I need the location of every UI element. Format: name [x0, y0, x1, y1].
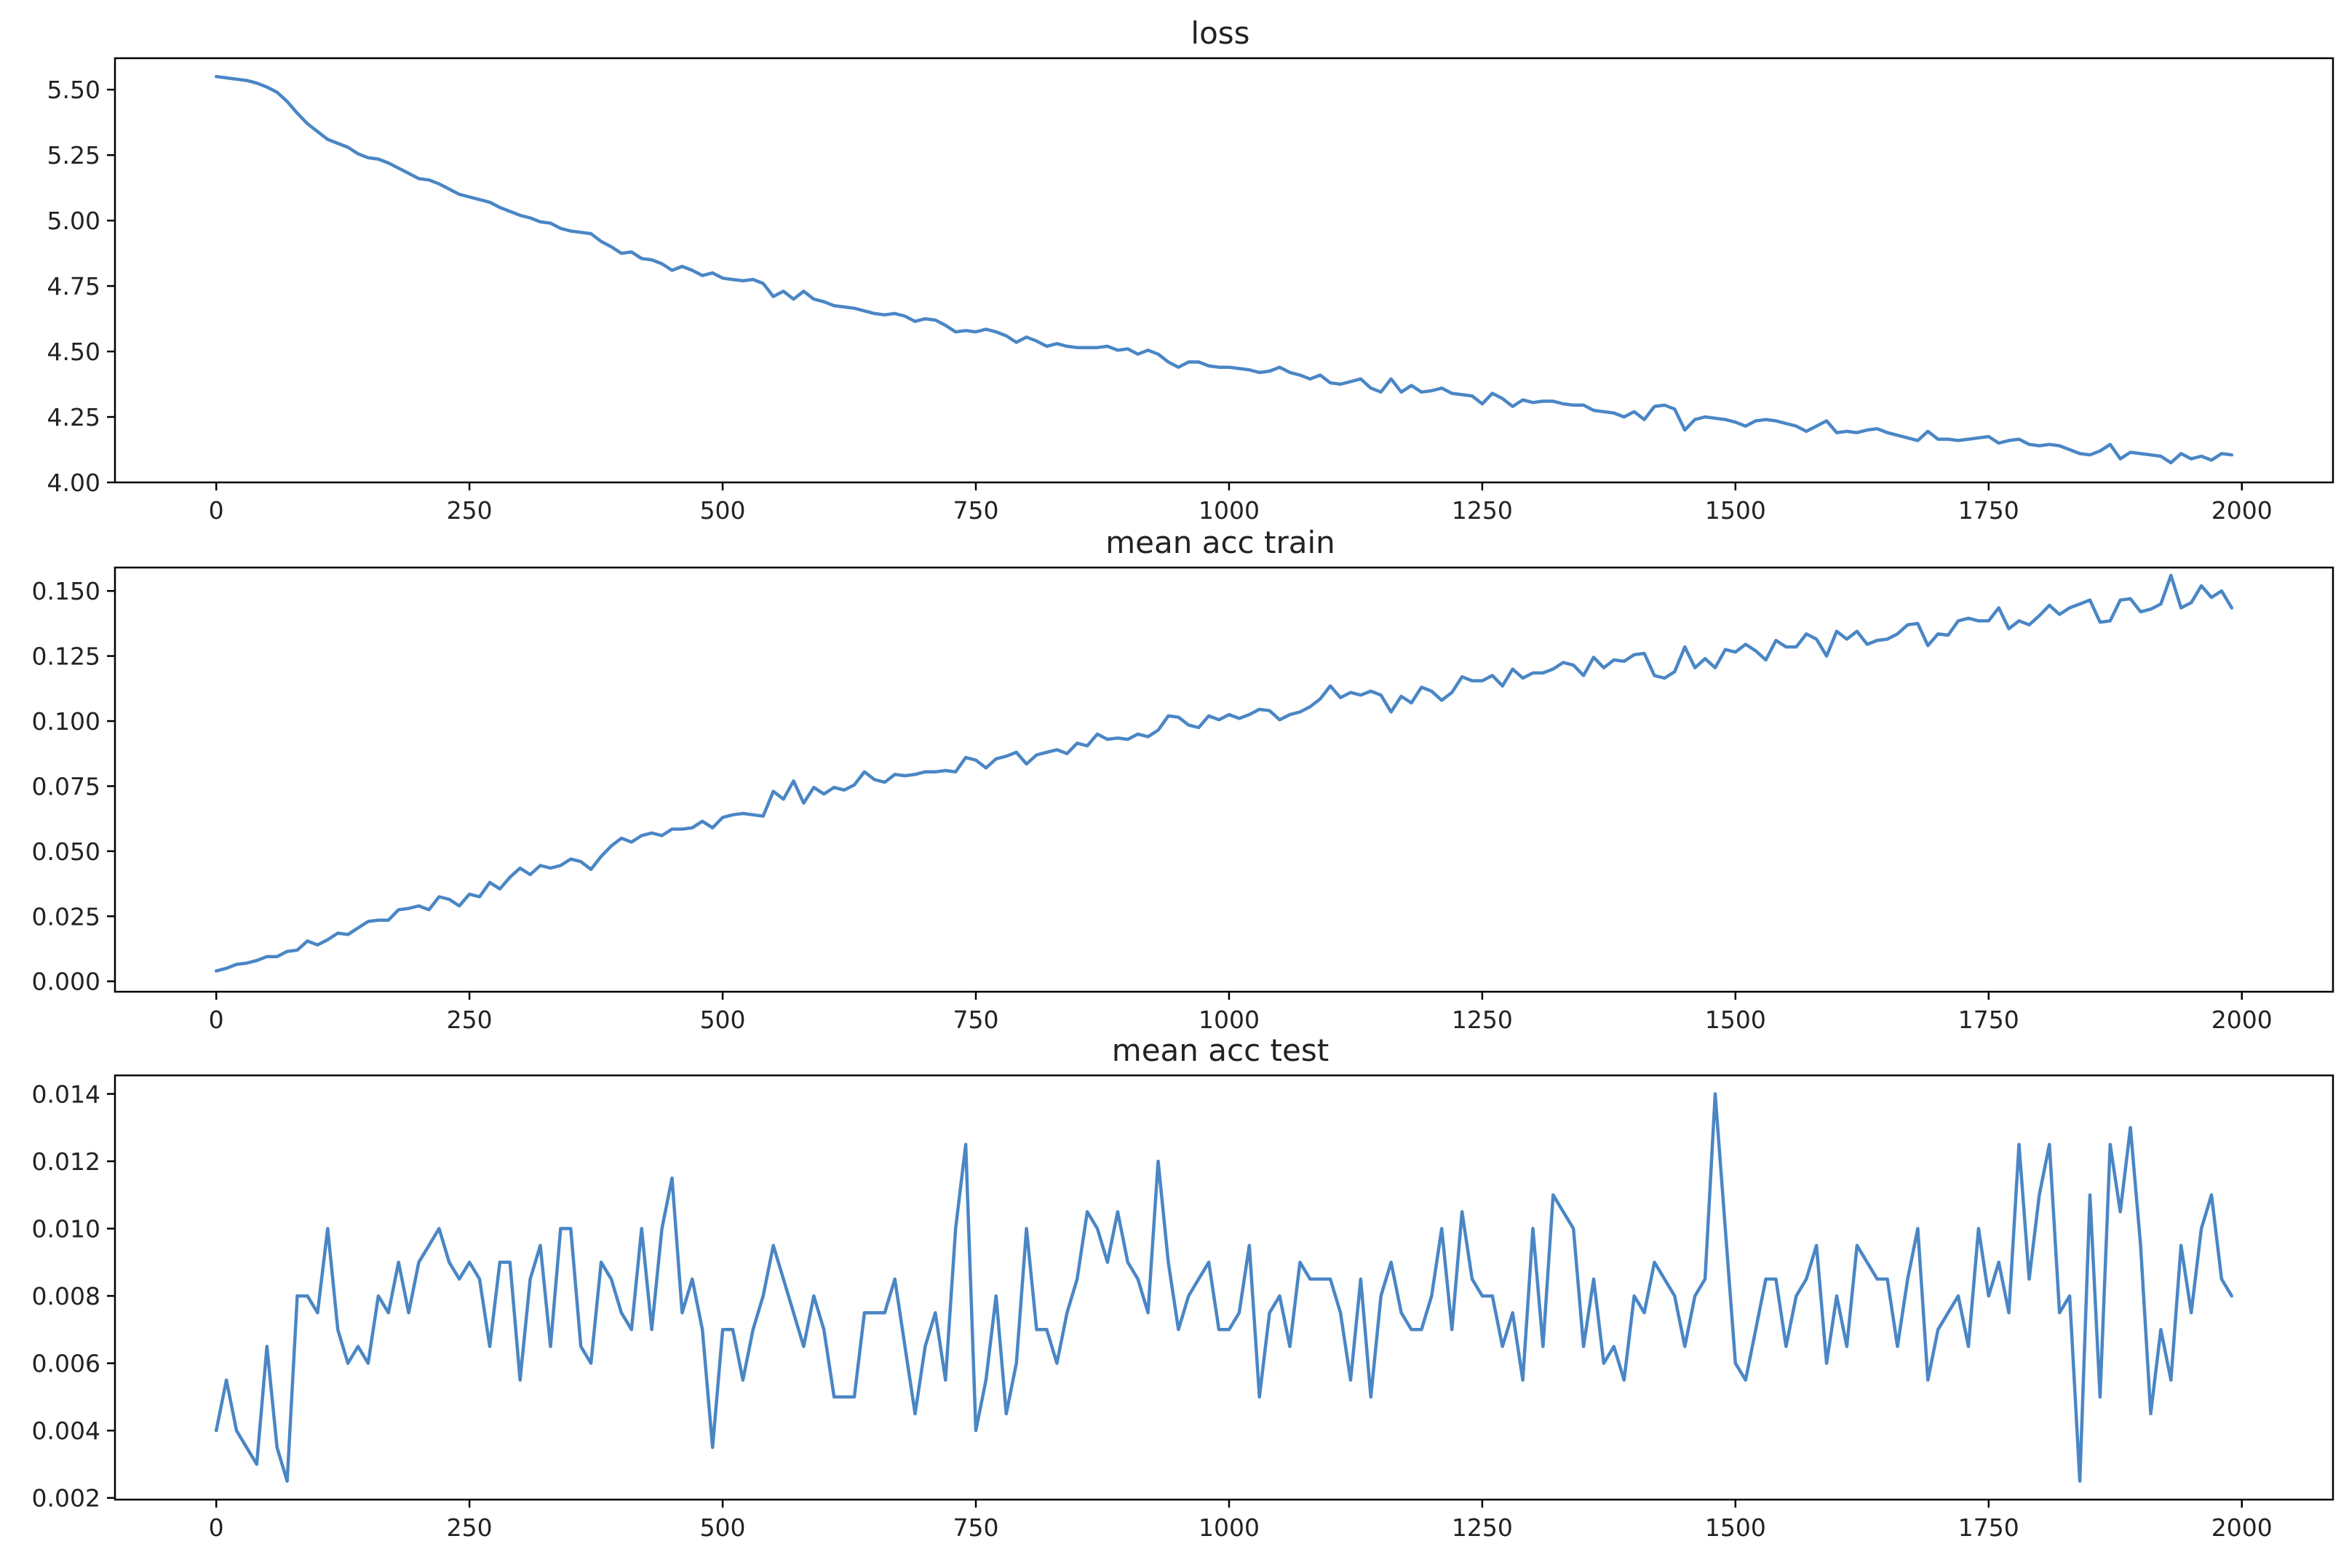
- y-tick-label: 0.000: [32, 968, 100, 996]
- y-tick-label: 0.008: [32, 1282, 100, 1310]
- series-line: [214, 1092, 2234, 1483]
- y-tick-label: 0.004: [32, 1417, 100, 1445]
- x-tick-label: 1500: [1705, 496, 1766, 525]
- chart-title: mean acc test: [1112, 1032, 1329, 1068]
- x-tick-label: 750: [953, 1006, 999, 1034]
- mean-acc-test-chart: mean acc test 0 250 500 750 1000 1250 1500 1750…: [32, 1032, 2334, 1542]
- x-tick-label: 500: [700, 1006, 746, 1034]
- x-tick-label: 1500: [1705, 1006, 1766, 1034]
- x-tick-label: 250: [447, 1006, 493, 1034]
- y-tick-label: 0.075: [32, 772, 100, 800]
- x-tick-label: 1250: [1452, 496, 1513, 525]
- y-tick-label: 4.00: [47, 469, 100, 497]
- y-tick-label: 0.025: [32, 902, 100, 931]
- x-tick-label: 0: [209, 1513, 224, 1542]
- x-tick-label: 1000: [1199, 1006, 1260, 1034]
- x-tick-label: 500: [700, 496, 746, 525]
- x-tick-label: 1750: [1958, 496, 2019, 525]
- x-tick-label: 1250: [1452, 1513, 1513, 1542]
- x-tick-label: 1500: [1705, 1513, 1766, 1542]
- x-tick-label: 2000: [2211, 496, 2273, 525]
- y-tick-label: 0.125: [32, 642, 100, 671]
- y-tick-label: 4.25: [47, 403, 100, 431]
- x-tick-label: 250: [447, 496, 493, 525]
- y-tick-label: 0.012: [32, 1147, 100, 1176]
- x-tick-label: 0: [209, 496, 224, 525]
- x-tick-label: 1250: [1452, 1006, 1513, 1034]
- y-tick-label: 0.010: [32, 1215, 100, 1243]
- x-tick-label: 2000: [2211, 1513, 2273, 1542]
- y-tick-label: 4.75: [47, 272, 100, 301]
- chart-title: loss: [1191, 15, 1249, 51]
- x-tick-label: 750: [953, 496, 999, 525]
- x-tick-label: 2000: [2211, 1006, 2273, 1034]
- y-tick-label: 0.002: [32, 1484, 100, 1513]
- x-tick-label: 750: [953, 1513, 999, 1542]
- x-tick-label: 1000: [1199, 1513, 1260, 1542]
- mean-acc-train-chart: mean acc train 0 250 500 750 1000 1250 1500 175…: [32, 525, 2334, 1034]
- y-tick-label: 5.25: [47, 141, 100, 170]
- plot-frame: [114, 1074, 2334, 1501]
- y-tick-label: 0.100: [32, 707, 100, 736]
- series-line: [214, 74, 2234, 465]
- loss-chart: loss 0 250 500 750 1000 1250 1500 1750 2000 4.00 4…: [47, 15, 2334, 525]
- y-tick-label: 0.050: [32, 837, 100, 866]
- x-tick-label: 1750: [1958, 1513, 2019, 1542]
- x-tick-label: 1000: [1199, 496, 1260, 525]
- y-tick-label: 0.014: [32, 1080, 100, 1108]
- x-tick-label: 500: [700, 1513, 746, 1542]
- y-tick-label: 4.50: [47, 338, 100, 366]
- y-tick-label: 5.50: [47, 76, 100, 104]
- plot-frame: [114, 57, 2334, 484]
- y-tick-label: 0.006: [32, 1350, 100, 1378]
- plot-frame: [114, 566, 2334, 993]
- y-tick-label: 5.00: [47, 207, 100, 235]
- y-tick-label: 0.150: [32, 577, 100, 605]
- x-tick-label: 1750: [1958, 1006, 2019, 1034]
- x-tick-label: 250: [447, 1513, 493, 1542]
- series-line: [214, 573, 2234, 973]
- chart-title: mean acc train: [1105, 525, 1335, 560]
- x-tick-label: 0: [209, 1006, 224, 1034]
